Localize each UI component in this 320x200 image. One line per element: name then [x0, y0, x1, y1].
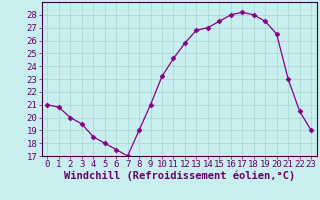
X-axis label: Windchill (Refroidissement éolien,°C): Windchill (Refroidissement éolien,°C)	[64, 171, 295, 181]
